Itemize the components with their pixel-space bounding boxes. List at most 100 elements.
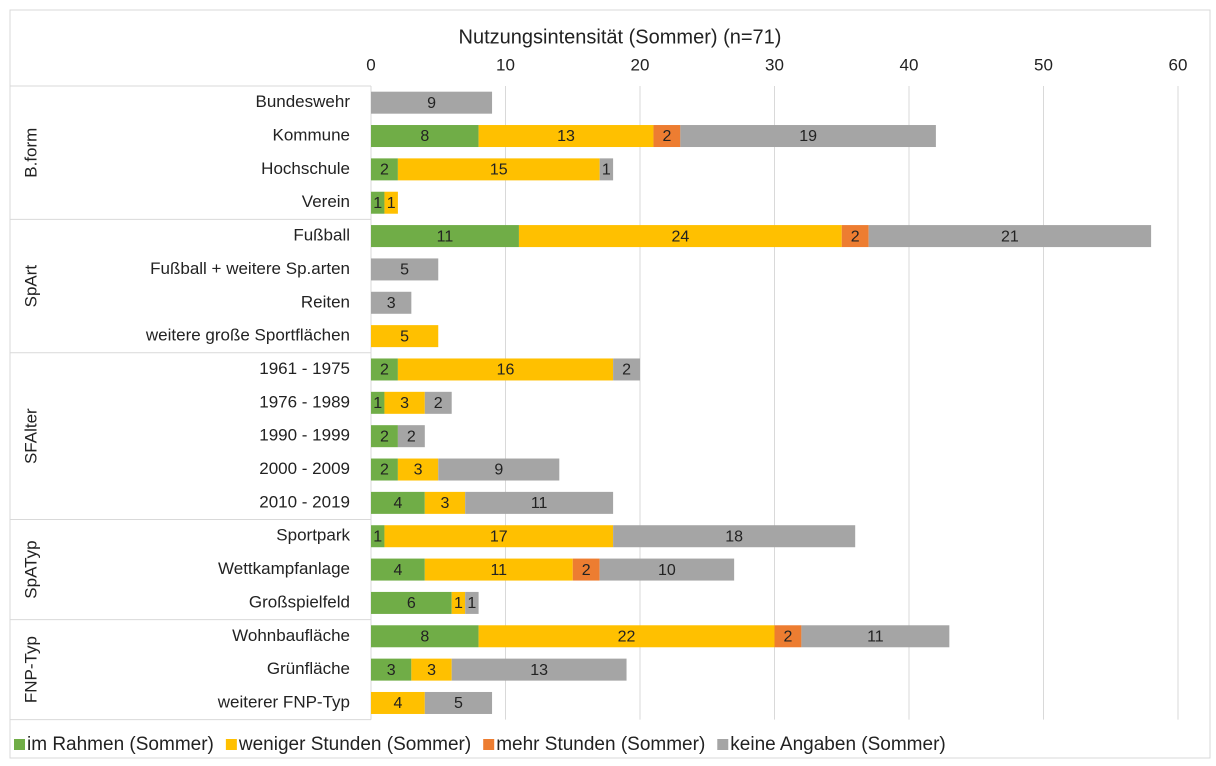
data-label: 18 [725,528,743,545]
bar-segment [572,558,600,581]
bar-segment [465,591,479,614]
data-label: 2 [783,628,792,645]
legend-swatch [483,739,495,750]
data-label: 1 [373,528,382,545]
bar-segment [613,358,640,381]
bar-segment [518,225,842,248]
data-label: 4 [393,495,402,512]
x-tick-label: 60 [1169,55,1188,74]
category-label: Großspielfeld [249,592,350,611]
data-label: 5 [400,328,409,345]
chart-title: Nutzungsintensität (Sommer) (n=71) [459,26,782,48]
bar-segment [384,525,614,548]
bar-segment [371,258,439,281]
data-label: 2 [380,362,389,379]
bar-segment [384,191,398,214]
bar-segment [868,225,1152,248]
data-label: 6 [407,595,416,612]
category-label: Fußball + weitere Sp.arten [150,259,350,278]
category-label: Sportpark [276,526,350,545]
bar-segment [371,158,398,181]
data-label: 3 [427,662,436,679]
data-label: 3 [387,295,396,312]
data-label: 17 [490,528,508,545]
bar-segment [371,425,398,448]
data-label: 1 [467,595,476,612]
bar-segment [478,125,654,148]
bar-segment [465,491,614,514]
bar-segment [371,591,452,614]
data-label: 1 [454,595,463,612]
bar-segment [371,525,385,548]
data-label: 24 [671,228,689,245]
x-tick-label: 10 [496,55,515,74]
legend-swatch [717,739,729,750]
bar-segment [371,458,398,481]
category-label: 1961 - 1975 [259,359,350,378]
category-label: weiterer FNP-Typ [217,692,350,711]
bar-segment [599,558,735,581]
bar-segment [774,625,802,648]
data-label: 9 [427,95,436,112]
group-label: B.form [21,128,40,178]
data-label: 5 [400,262,409,279]
data-label: 10 [658,562,676,579]
data-label: 11 [531,495,548,512]
bar-segment [371,391,385,414]
bar-segment [478,625,775,648]
data-label: 2 [622,362,631,379]
data-label: 1 [373,195,382,212]
bar-segment [371,358,398,381]
data-label: 3 [414,462,423,479]
legend-label: mehr Stunden (Sommer) [496,734,705,755]
bar-segment [371,191,385,214]
data-label: 13 [557,128,575,145]
category-label: weitere große Sportflächen [145,326,350,345]
category-label: Kommune [273,126,350,145]
group-label: SpATyp [21,540,40,598]
category-label: 2000 - 2009 [259,459,350,478]
data-label: 2 [380,428,389,445]
data-label: 11 [437,228,454,245]
category-label: Grünfläche [267,659,350,678]
data-label: 3 [387,662,396,679]
category-label: 1976 - 1989 [259,392,350,411]
data-label: 3 [400,395,409,412]
bar-segment [397,358,614,381]
data-label: 2 [380,162,389,179]
bar-segment [397,458,439,481]
category-label: Reiten [301,292,350,311]
x-tick-label: 0 [366,55,375,74]
category-label: Bundeswehr [255,92,350,111]
data-label: 1 [602,162,611,179]
data-label: 16 [497,362,515,379]
bar-segment [371,325,439,348]
legend-label: im Rahmen (Sommer) [27,734,214,755]
bar-segment [438,458,560,481]
data-label: 22 [618,628,636,645]
category-label: Verein [302,192,350,211]
bar-segment [371,491,425,514]
x-tick-label: 40 [900,55,919,74]
data-label: 1 [373,395,382,412]
bar-segment [451,591,466,614]
legend-swatch [225,739,237,750]
group-label: SpArt [21,265,40,308]
bar-segment [371,625,479,648]
data-label: 5 [454,695,463,712]
legend-label: keine Angaben (Sommer) [730,734,945,755]
legend-label: weniger Stunden (Sommer) [238,734,471,755]
bar-segment [371,691,425,714]
data-label: 13 [530,662,548,679]
bar-segment [680,125,936,148]
category-label: 1990 - 1999 [259,426,350,445]
bar-segment [424,558,573,581]
data-label: 8 [420,628,429,645]
data-label: 4 [393,695,402,712]
data-label: 2 [434,395,443,412]
data-label: 8 [420,128,429,145]
bar-segment [599,158,614,181]
bar-segment [841,225,869,248]
data-label: 3 [441,495,450,512]
legend-swatch [14,739,25,750]
